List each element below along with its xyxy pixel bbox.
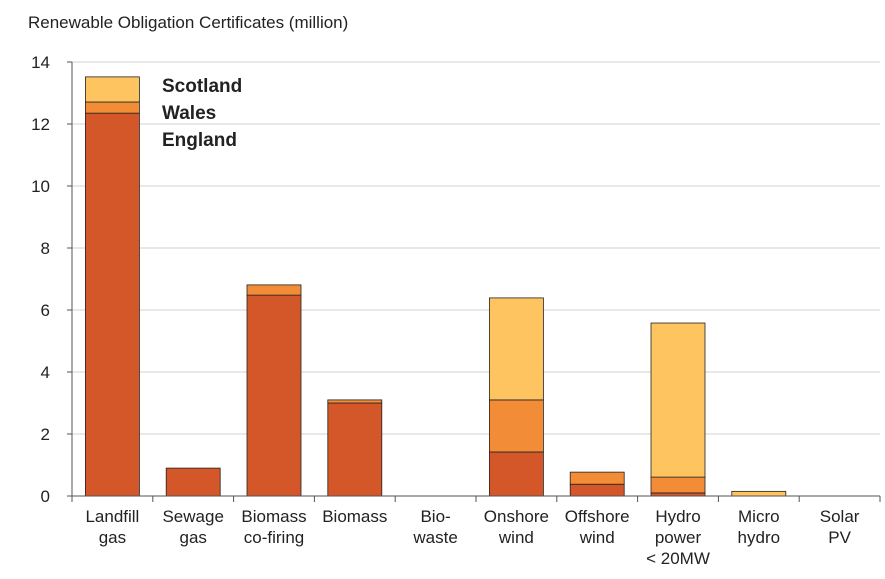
x-tick-label-line: gas — [179, 528, 206, 547]
bar-segment — [246, 294, 302, 497]
x-tick-label-line: power — [655, 528, 702, 547]
bar-segment — [650, 476, 706, 494]
bar-segment — [488, 451, 544, 497]
x-tick-label-line: waste — [412, 528, 457, 547]
x-tick-label: Hydro power < 20MW — [646, 507, 710, 568]
bar-segment — [488, 399, 544, 453]
x-tick-label-line: Biomass — [241, 507, 306, 526]
x-tick-label: Micro hydro — [738, 507, 781, 547]
bar-segment — [327, 402, 383, 497]
x-tick-label-line: wind — [579, 528, 615, 547]
x-tick-label-line: Biomass — [322, 507, 387, 526]
bar-segment — [85, 112, 140, 497]
x-tick-label-line: Micro — [738, 507, 780, 526]
y-tick-label: 8 — [41, 239, 50, 258]
bar-segment — [327, 399, 383, 404]
x-tick-label-line: < 20MW — [646, 549, 710, 568]
x-tick-label-line: hydro — [738, 528, 781, 547]
x-tick-label: Sewage gas — [162, 507, 223, 547]
x-tick-label: Biomass co-firing — [241, 507, 306, 547]
bar-segment — [569, 471, 625, 485]
x-tick-label-line: Solar — [820, 507, 860, 526]
x-tick-label-line: Sewage — [162, 507, 223, 526]
x-tick-label-line: Offshore — [565, 507, 630, 526]
x-tick-label: Bio-waste — [412, 507, 457, 547]
y-tick-label: 0 — [41, 487, 50, 506]
x-tick-label-line: Onshore — [484, 507, 549, 526]
legend-label: Wales — [162, 103, 216, 124]
y-tick-label: 4 — [41, 363, 50, 382]
bar-segment — [650, 322, 706, 478]
legend-label: Scotland — [162, 76, 242, 97]
chart-title: Renewable Obligation Certificates (milli… — [28, 13, 348, 32]
y-tick-label: 10 — [31, 177, 50, 196]
bar-segment — [246, 284, 302, 296]
y-tick-label: 14 — [31, 53, 50, 72]
bar-segment — [85, 101, 140, 114]
y-tick-label: 12 — [31, 115, 50, 134]
y-tick-label: 2 — [41, 425, 50, 444]
x-tick-label-line: Landfill — [85, 507, 139, 526]
x-tick-label: Offshore wind — [565, 507, 630, 547]
x-tick-label: Biomass — [322, 507, 387, 526]
bar-segment — [85, 76, 140, 103]
x-tick-label: Solar PV — [820, 507, 860, 547]
y-tick-label: 6 — [41, 301, 50, 320]
x-tick-label-line: gas — [99, 528, 126, 547]
x-tick-label-line: Bio- — [420, 507, 450, 526]
legend-label: England — [162, 130, 237, 151]
x-tick-label-line: Hydro — [655, 507, 700, 526]
bar-segment — [731, 490, 787, 497]
bar-segment — [569, 483, 625, 497]
x-tick-label-line: PV — [828, 528, 851, 547]
bar-segment — [488, 297, 544, 401]
bar-segment — [165, 467, 221, 497]
x-tick-label: Landfill gas — [85, 507, 139, 547]
x-tick-label: Onshore wind — [484, 507, 549, 547]
x-tick-label-line: wind — [498, 528, 534, 547]
x-tick-label-line: co-firing — [244, 528, 304, 547]
